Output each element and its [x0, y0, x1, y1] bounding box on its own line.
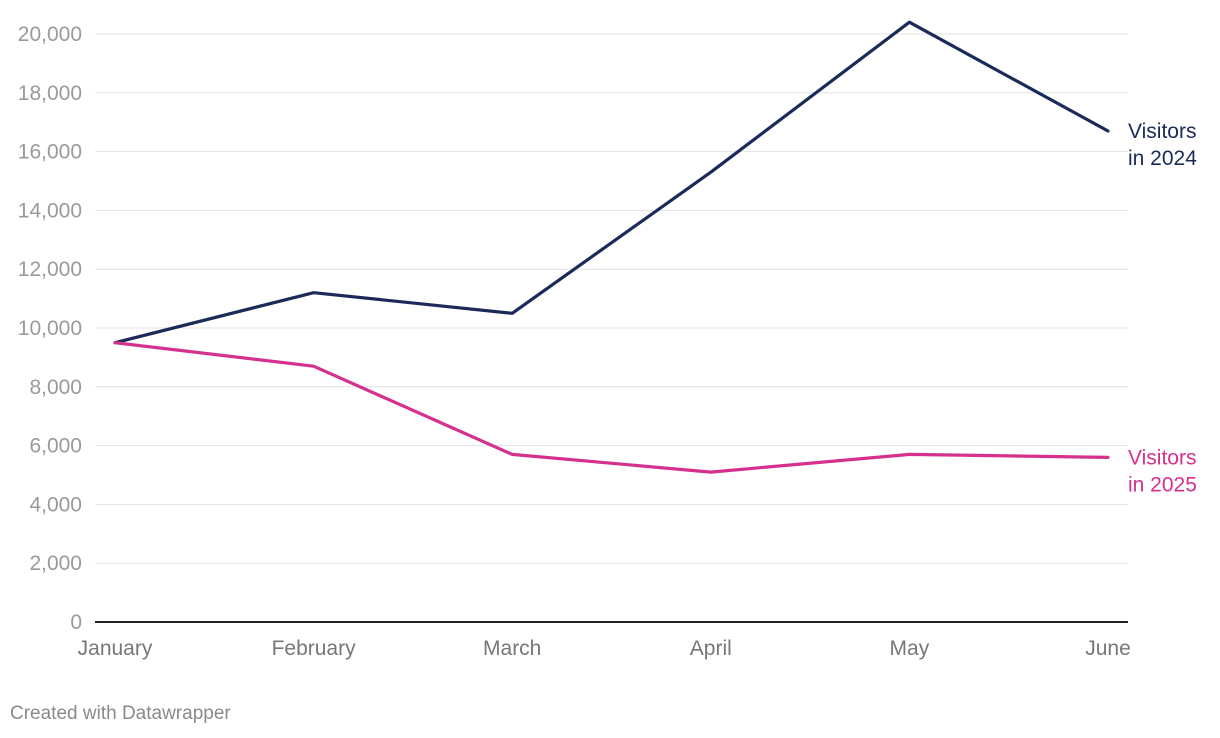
series-line-1: [113, 20, 1110, 345]
series-labels: Visitors in 2024 Visitors in 2025: [1128, 120, 1197, 496]
credit-text: Created with Datawrapper: [10, 703, 231, 724]
gridlines: [95, 33, 1128, 623]
y-tick-label: 10,000: [18, 317, 82, 340]
y-tick-label: 12,000: [18, 258, 82, 281]
series-line-2: [113, 341, 1110, 474]
y-tick-label: 8,000: [29, 376, 82, 399]
y-axis-ticks: 0 2,000 4,000 6,000 8,000 10,000 12,000 14,000 1…: [18, 23, 82, 634]
y-tick-label: 14,000: [18, 199, 82, 222]
y-tick-label: 6,000: [29, 435, 82, 458]
series-label-1: in 2024: [1128, 147, 1197, 170]
y-tick-label: 18,000: [18, 82, 82, 105]
y-tick-label: 20,000: [18, 23, 82, 46]
x-tick-label: January: [78, 637, 153, 660]
y-tick-label: 16,000: [18, 141, 82, 164]
line-chart: 0 2,000 4,000 6,000 8,000 10,000 12,000 14,000 1…: [18, 20, 1197, 660]
x-tick-label: June: [1085, 637, 1131, 660]
y-tick-label: 2,000: [29, 552, 82, 575]
y-tick-label: 4,000: [29, 493, 82, 516]
series-label-2: in 2025: [1128, 473, 1197, 496]
x-axis-ticks: January February March April May June: [78, 637, 1131, 660]
series-label-2: Visitors: [1128, 446, 1196, 469]
x-tick-label: May: [890, 637, 930, 660]
x-tick-label: February: [272, 637, 357, 660]
series-label-1: Visitors: [1128, 120, 1196, 143]
y-tick-label: 0: [70, 611, 82, 634]
series-lines: [113, 20, 1110, 474]
x-tick-label: March: [483, 637, 541, 660]
x-tick-label: April: [690, 637, 732, 660]
